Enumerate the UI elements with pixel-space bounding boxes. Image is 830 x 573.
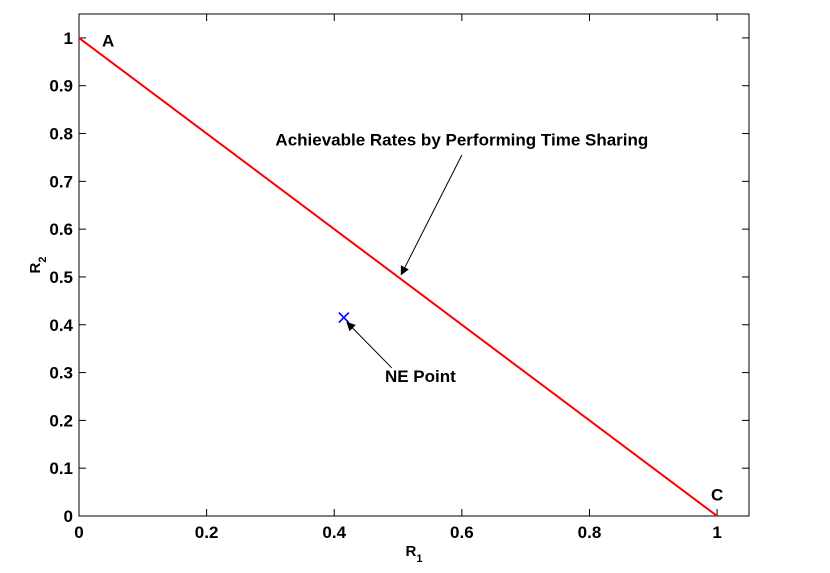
y-tick-label: 1	[64, 29, 73, 48]
plot-area	[78, 13, 750, 517]
series-line-0	[78, 37, 718, 517]
y-tick-label: 0.8	[49, 125, 73, 144]
point-label-a: A	[102, 31, 114, 50]
point-label-c: C	[711, 485, 723, 504]
annotation-text: Achievable Rates by Performing Time Shar…	[275, 130, 648, 149]
y-tick-label: 0.1	[49, 459, 73, 478]
x-axis-label: R1	[406, 543, 423, 565]
series-layer	[78, 37, 718, 517]
y-tick-label: 0.6	[49, 220, 73, 239]
y-tick-label: 0.5	[49, 268, 73, 287]
annotation-arrow	[400, 154, 463, 276]
y-tick-label: 0.7	[49, 172, 73, 191]
x-tick-label: 0.4	[322, 523, 346, 542]
annotations-layer: A C Achievable Rates by Performing Time Sh…	[102, 31, 723, 504]
y-tick-label: 0.2	[49, 411, 73, 430]
x-tick-label: 1	[712, 523, 721, 542]
annotation-text: NE Point	[385, 367, 456, 386]
y-tick-label: 0.9	[49, 77, 73, 96]
x-tick-label: 0.8	[578, 523, 602, 542]
x-tick-label: 0.6	[450, 523, 474, 542]
x-tick-label: 0	[74, 523, 83, 542]
y-tick-label: 0	[64, 507, 73, 526]
x-axis-ticks: 0 0.2 0.4 0.6 0.8 1	[74, 14, 722, 542]
y-axis-label: R2	[27, 257, 49, 274]
y-axis-ticks: 0 0.1 0.2 0.3 0.4 0.5 0.6 0.7 0.8 0.9 1	[49, 29, 749, 526]
y-tick-label: 0.3	[49, 364, 73, 383]
annotation-arrow	[346, 321, 393, 369]
x-tick-label: 0.2	[195, 523, 219, 542]
y-tick-label: 0.4	[49, 316, 73, 335]
ne-point-marker	[338, 312, 350, 324]
